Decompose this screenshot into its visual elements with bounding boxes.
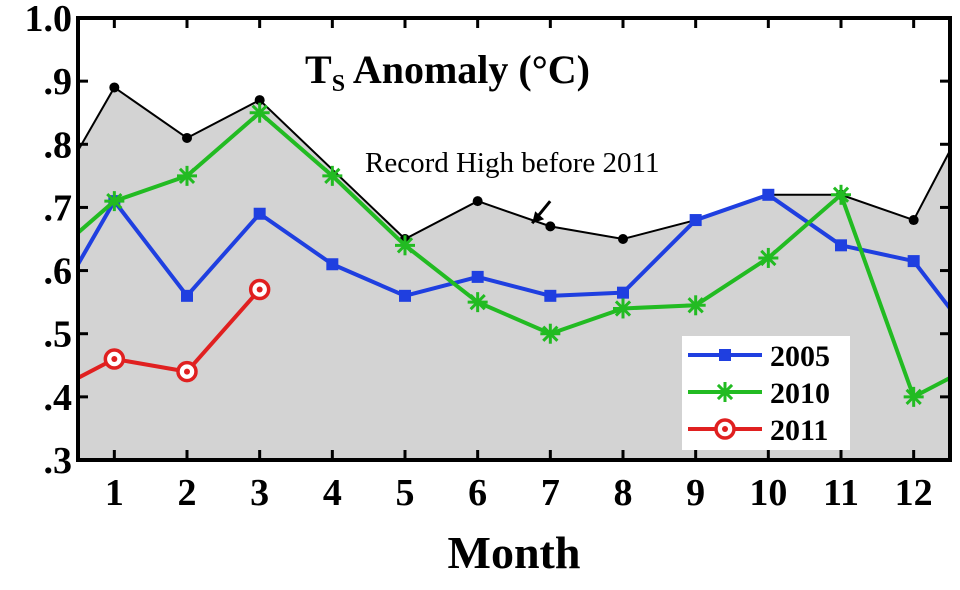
series-point (715, 382, 735, 402)
chart-title-main: T (305, 47, 332, 92)
x-tick-label: 3 (250, 472, 269, 514)
y-tick-label: .7 (44, 187, 73, 229)
series-line (76, 110, 951, 399)
record-high-point (182, 132, 192, 143)
x-tick-label: 10 (749, 472, 787, 514)
plot-border (76, 16, 952, 462)
series-point (249, 102, 270, 123)
annotation-arrow (531, 200, 552, 225)
series-line (76, 192, 952, 310)
x-tick-label: 1 (105, 472, 124, 514)
y-tick-label: .6 (44, 251, 73, 293)
y-tick-label: .4 (44, 377, 73, 419)
series-2005 (76, 188, 952, 310)
plot-frame (76, 16, 952, 462)
record-high-point (618, 234, 628, 244)
legend: 2005 2010 2011 (682, 336, 850, 450)
series-2010 (76, 102, 951, 407)
series-point (103, 348, 126, 370)
series-point (685, 295, 706, 316)
series-point (613, 298, 633, 319)
series-point (248, 278, 271, 301)
x-axis: 1 2 3 4 5 6 7 8 9 10 11 12 (105, 18, 933, 514)
legend-item-2010: 2010 (688, 377, 830, 410)
chart-title-suffix: Anomaly (°C) (345, 47, 590, 92)
legend-item-2011: 2011 (688, 414, 828, 447)
record-high-annotation: Record High before 2011 (365, 147, 659, 179)
chart-title-subscript: S (332, 71, 345, 97)
series-point (467, 292, 488, 313)
x-tick-label: 11 (823, 472, 859, 514)
x-tick-label: 7 (541, 472, 560, 514)
series-point (719, 349, 731, 361)
series-layer (76, 102, 952, 407)
x-axis-title: Month (448, 527, 581, 578)
series-point (714, 418, 736, 440)
series-point (399, 289, 411, 302)
series-point (831, 184, 851, 205)
x-tick-label: 12 (895, 472, 933, 514)
legend-label: 2011 (770, 414, 828, 447)
series-point (322, 165, 343, 186)
x-tick-label: 4 (323, 472, 342, 514)
series-point (326, 258, 339, 271)
series-point (104, 191, 125, 212)
series-point (617, 286, 629, 299)
chart-title: TS Anomaly (°C) (305, 47, 590, 97)
x-tick-label: 9 (686, 472, 705, 514)
record-high-point (109, 82, 120, 93)
x-tick-label: 6 (468, 472, 487, 514)
series-point (176, 360, 198, 383)
series-point (907, 255, 920, 268)
series-point (540, 323, 561, 344)
series-line (77, 288, 262, 380)
series-point (253, 207, 266, 220)
series-point (544, 289, 557, 302)
x-tick-label: 2 (178, 472, 197, 514)
x-tick-label: 8 (614, 472, 633, 514)
y-tick-label: 1.0 (25, 0, 73, 40)
series-point (835, 239, 847, 252)
series-point (177, 165, 197, 186)
series-point (471, 270, 484, 283)
annotation-arrow-head (532, 211, 545, 224)
record-high-point (545, 221, 556, 232)
series-point (395, 235, 415, 256)
series-point (689, 214, 702, 227)
series-2011 (77, 278, 271, 383)
series-point (181, 289, 193, 302)
series-point (762, 188, 775, 201)
y-tick-label: .5 (44, 314, 73, 356)
y-tick-label: .9 (44, 61, 73, 103)
record-high-point (908, 215, 919, 226)
record-high-point (472, 196, 483, 207)
series-point (758, 247, 779, 268)
y-axis: .3 .4 .5 .6 .7 .8 .9 1.0 (25, 0, 950, 482)
record-high-point (254, 95, 265, 106)
y-tick-label: .3 (44, 440, 73, 482)
legend-item-2005: 2005 (688, 340, 830, 373)
x-tick-label: 5 (396, 472, 415, 514)
y-tick-label: .8 (44, 124, 73, 166)
legend-label: 2010 (770, 377, 830, 410)
legend-label: 2005 (770, 340, 830, 373)
series-point (903, 386, 924, 407)
